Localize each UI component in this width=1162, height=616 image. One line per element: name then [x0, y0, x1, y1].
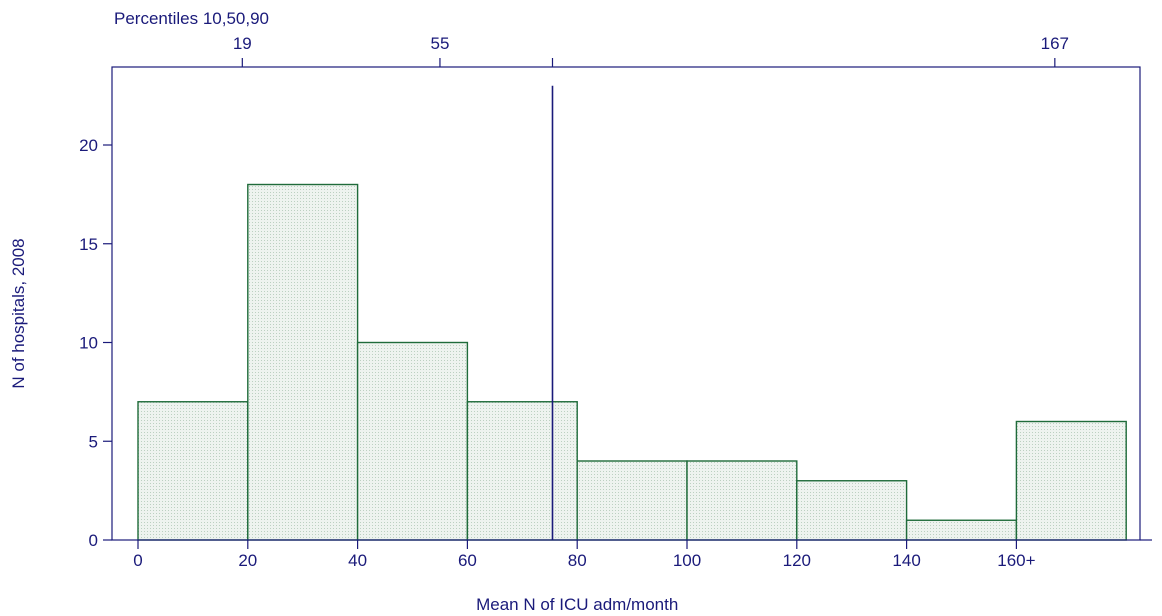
x-tick-label: 100	[673, 551, 701, 570]
y-tick-label: 15	[79, 235, 98, 254]
top-axis-ticks: 19 55 167	[233, 34, 1069, 67]
y-tick-label: 10	[79, 334, 98, 353]
x-tick-label: 60	[458, 551, 477, 570]
x-axis-ticks: 0 20 40 60 80 100 120 140 160+	[133, 540, 1036, 570]
histogram-bar	[137, 401, 249, 541]
x-tick-label: 0	[133, 551, 142, 570]
plot-frame	[111, 66, 1141, 541]
x-tick-label: 80	[568, 551, 587, 570]
y-tick-label: 0	[89, 531, 98, 550]
histogram-bar	[247, 183, 359, 541]
histogram-bar	[905, 519, 1018, 541]
histogram-bar	[356, 341, 469, 541]
x-axis-label: Mean N of ICU adm/month	[476, 595, 678, 614]
x-tick-label: 20	[238, 551, 257, 570]
top-tick-label: 19	[233, 34, 252, 53]
y-tick-label: 20	[79, 136, 98, 155]
x-tick-label: 40	[348, 551, 367, 570]
histogram-bar	[1015, 420, 1127, 541]
y-axis-label: N of hospitals, 2008	[9, 238, 28, 388]
histogram-bar	[466, 401, 578, 541]
x-tick-label: 160+	[997, 551, 1035, 570]
histogram-bar	[686, 460, 798, 541]
top-tick-label: 167	[1041, 34, 1069, 53]
histogram-bar	[796, 480, 908, 541]
top-tick-label: 55	[430, 34, 449, 53]
x-tick-label: 140	[892, 551, 920, 570]
y-axis-ticks: 0 5 10 15 20	[79, 136, 1152, 550]
x-tick-label: 120	[783, 551, 811, 570]
histogram-bar	[576, 460, 688, 541]
y-tick-label: 5	[89, 432, 98, 451]
top-axis-title: Percentiles 10,50,90	[114, 9, 269, 28]
bars-group	[137, 183, 1127, 541]
